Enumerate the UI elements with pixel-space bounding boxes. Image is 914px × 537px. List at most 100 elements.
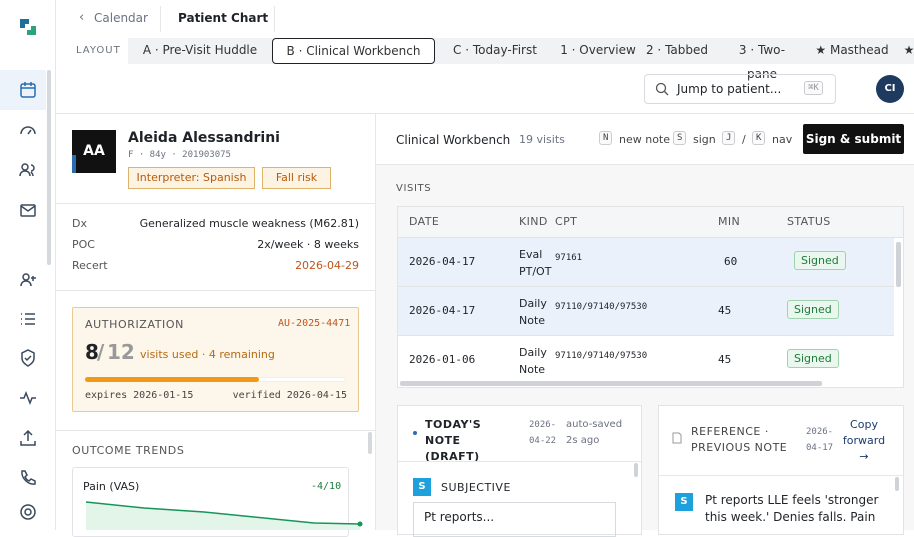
workbench-title: Clinical Workbench	[396, 133, 511, 147]
patient-tag: Fall risk	[262, 167, 331, 189]
visit-min: 45	[718, 304, 732, 317]
column-header: KIND	[519, 215, 548, 228]
today-note-date: 2026-04-22	[529, 420, 557, 446]
layout-tab[interactable]: 2 · Tabbed	[645, 43, 708, 57]
nav-calendar[interactable]	[18, 80, 38, 100]
table-hscroll	[400, 381, 822, 386]
nav-mail[interactable]	[18, 200, 38, 220]
search-placeholder: Jump to patient...	[677, 82, 782, 96]
nav-phone[interactable]	[18, 468, 38, 488]
shortcut-label: nav	[772, 133, 793, 146]
shortcut-label: new note	[619, 133, 671, 146]
auth-id: AU-2025-4471	[278, 318, 351, 329]
visit-date: 2026-04-17	[409, 255, 476, 268]
layout-tab[interactable]: ★ Masthead	[815, 43, 889, 57]
ref-scrollbar	[895, 477, 899, 491]
avatar[interactable]: CI	[876, 75, 904, 103]
layout-tab[interactable]: ★	[903, 43, 914, 57]
status-badge: Signed	[787, 349, 839, 368]
visit-date: 2026-04-17	[409, 304, 476, 317]
visit-kind: Daily Note	[519, 346, 547, 376]
section-title: SUBJECTIVE	[441, 481, 511, 494]
auth-expires: expires 2026-01-15	[85, 390, 194, 401]
trend-line	[85, 501, 363, 530]
auth-label: AUTHORIZATION	[85, 318, 184, 331]
layout-tab[interactable]: B · Clinical Workbench	[272, 38, 435, 64]
left-scrollbar	[368, 432, 372, 454]
fact-value: 2x/week · 8 weeks	[257, 238, 359, 251]
shortcut-label: /	[742, 133, 746, 146]
trend-change: -4/10	[311, 481, 342, 492]
auth-used: 8	[85, 340, 99, 364]
back-link[interactable]: Calendar	[94, 11, 148, 25]
fact-label: Dx	[72, 217, 87, 230]
patient-name: Aleida Alessandrini	[128, 130, 280, 146]
nav-list[interactable]	[18, 309, 38, 329]
doc-icon	[672, 432, 682, 444]
auth-summary: visits used · 4 remaining	[140, 348, 275, 361]
auth-verified: verified 2026-04-15	[232, 390, 347, 401]
layout-tab[interactable]: 1 · Overview	[560, 43, 636, 57]
fact-value: 2026-04-29	[295, 259, 359, 272]
visit-cpt: 97110/97140/97530	[555, 351, 648, 361]
section-badge: S	[413, 478, 431, 496]
subjective-input[interactable]: Pt reports...	[413, 502, 616, 537]
nav-patients[interactable]	[18, 160, 38, 180]
layout-label: LAYOUT	[76, 45, 121, 56]
ref-badge: S	[675, 493, 693, 511]
fact-label: POC	[72, 238, 95, 251]
patient-avatar: AA	[72, 130, 116, 173]
table-header	[398, 207, 903, 238]
copy-forward[interactable]: Copy forward →	[842, 418, 886, 463]
nav-upload[interactable]	[18, 428, 38, 448]
avatar-stripe	[72, 155, 76, 173]
visit-date: 2026-01-06	[409, 353, 476, 366]
sign-submit-button[interactable]: Sign & submit	[803, 124, 904, 154]
shortcut-key: N	[599, 131, 613, 145]
search-icon	[655, 82, 669, 96]
draft-dot	[413, 431, 417, 435]
layout-tab[interactable]: 3 · Two-pane	[738, 43, 786, 81]
page-title: Patient Chart	[178, 11, 269, 25]
search-box[interactable]	[644, 74, 836, 104]
auth-slash: /	[97, 340, 105, 364]
column-header: STATUS	[787, 215, 831, 228]
nav-activity[interactable]	[18, 388, 38, 408]
patient-meta: F · 84y · 201903075	[128, 150, 231, 160]
fact-value: Generalized muscle weakness (M62.81)	[139, 217, 359, 230]
today-note-title: TODAY'S NOTE (DRAFT)	[425, 418, 482, 463]
layout-tab[interactable]: C · Today-First	[453, 43, 537, 57]
search-shortcut: ⌘K	[804, 81, 823, 95]
visit-cpt: 97161	[555, 253, 583, 263]
reference-text: Pt reports LLE feels 'stronger this week…	[705, 493, 879, 524]
visit-cpt: 97110/97140/97530	[555, 302, 648, 312]
layout-tab[interactable]: A · Pre-Visit Huddle	[142, 43, 258, 57]
nav-shield[interactable]	[18, 348, 38, 368]
back-arrow[interactable]: ‹	[79, 10, 85, 25]
shortcut-key: S	[673, 131, 687, 145]
visit-min: 60	[724, 255, 738, 268]
nav-add-user[interactable]	[18, 270, 38, 290]
reference-card	[658, 405, 904, 535]
column-header: MIN	[718, 215, 741, 228]
status-badge: Signed	[787, 300, 839, 319]
column-header: DATE	[409, 215, 440, 228]
today-note-card	[397, 405, 642, 535]
reference-date: 2026-04-17	[806, 427, 834, 453]
trend-metric: Pain (VAS)	[83, 480, 140, 493]
shortcut-label: sign	[693, 133, 716, 146]
column-header: CPT	[555, 215, 578, 228]
visit-kind: Daily Note	[519, 297, 547, 327]
note-scrollbar	[634, 463, 638, 477]
visit-min: 45	[718, 353, 732, 366]
sidebar	[0, 0, 56, 530]
visits-label: VISITS	[396, 183, 432, 194]
fact-label: Recert	[72, 259, 108, 272]
nav-dashboard[interactable]	[18, 120, 38, 140]
sidebar-scrollbar	[47, 70, 51, 265]
tab-strip	[128, 38, 914, 64]
nav-settings[interactable]	[18, 502, 38, 522]
shortcut-key: K	[752, 131, 766, 145]
auth-progress	[85, 377, 259, 382]
